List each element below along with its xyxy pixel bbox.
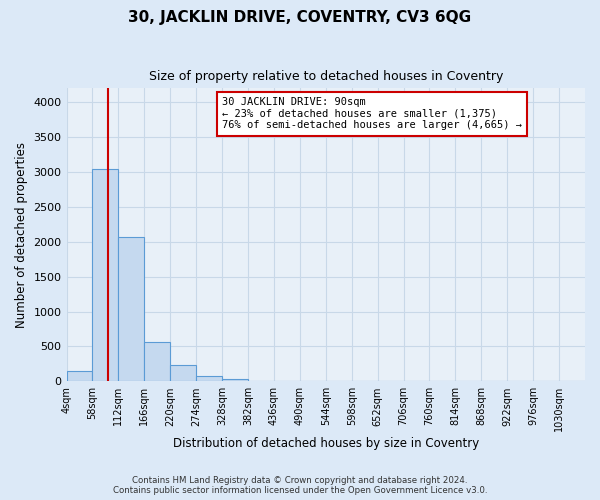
Text: 30, JACKLIN DRIVE, COVENTRY, CV3 6QG: 30, JACKLIN DRIVE, COVENTRY, CV3 6QG: [128, 10, 472, 25]
Bar: [118, 237, 145, 382]
Bar: [145, 342, 170, 382]
X-axis label: Distribution of detached houses by size in Coventry: Distribution of detached houses by size …: [173, 437, 479, 450]
Text: 30 JACKLIN DRIVE: 90sqm
← 23% of detached houses are smaller (1,375)
76% of semi: 30 JACKLIN DRIVE: 90sqm ← 23% of detache…: [222, 97, 522, 130]
Title: Size of property relative to detached houses in Coventry: Size of property relative to detached ho…: [149, 70, 503, 83]
Bar: [92, 168, 118, 382]
Text: Contains HM Land Registry data © Crown copyright and database right 2024.
Contai: Contains HM Land Registry data © Crown c…: [113, 476, 487, 495]
Bar: [222, 379, 248, 382]
Bar: [196, 376, 222, 382]
Bar: [170, 366, 196, 382]
Y-axis label: Number of detached properties: Number of detached properties: [15, 142, 28, 328]
Bar: [248, 380, 274, 382]
Bar: [67, 371, 92, 382]
